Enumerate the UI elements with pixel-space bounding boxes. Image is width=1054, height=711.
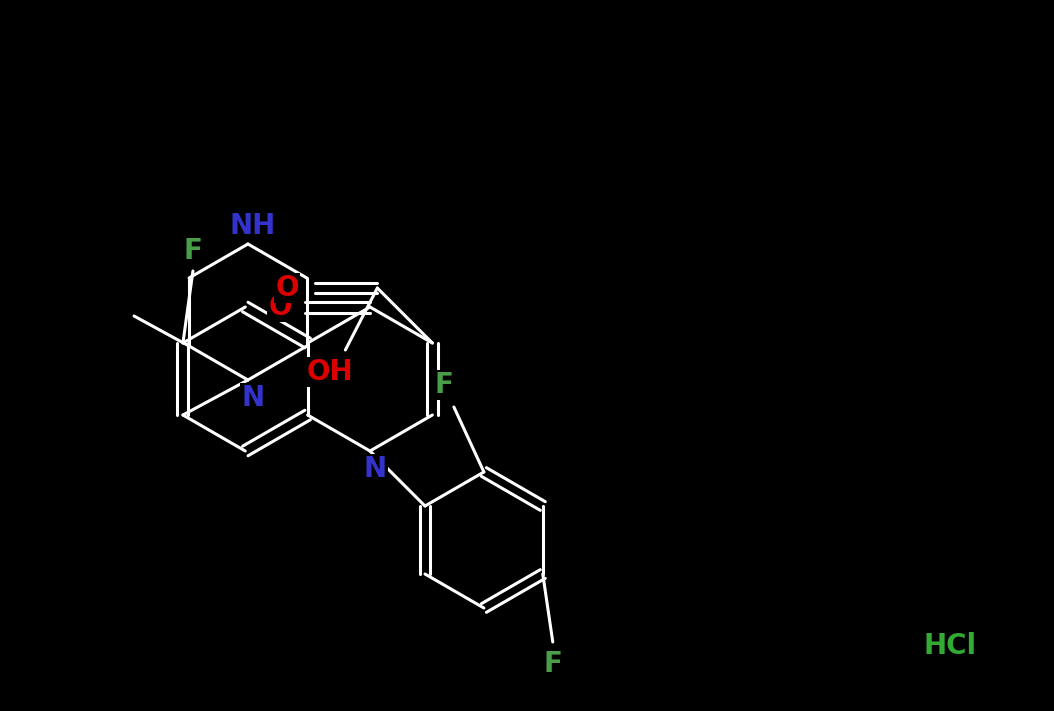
Text: O: O: [275, 274, 299, 302]
Text: HCl: HCl: [923, 632, 977, 660]
Text: NH: NH: [230, 212, 276, 240]
Text: OH: OH: [307, 358, 354, 386]
Text: F: F: [183, 237, 202, 265]
Text: F: F: [544, 650, 562, 678]
Text: F: F: [434, 371, 453, 399]
Text: O: O: [269, 293, 292, 321]
Text: N: N: [364, 455, 387, 483]
Text: N: N: [241, 384, 265, 412]
